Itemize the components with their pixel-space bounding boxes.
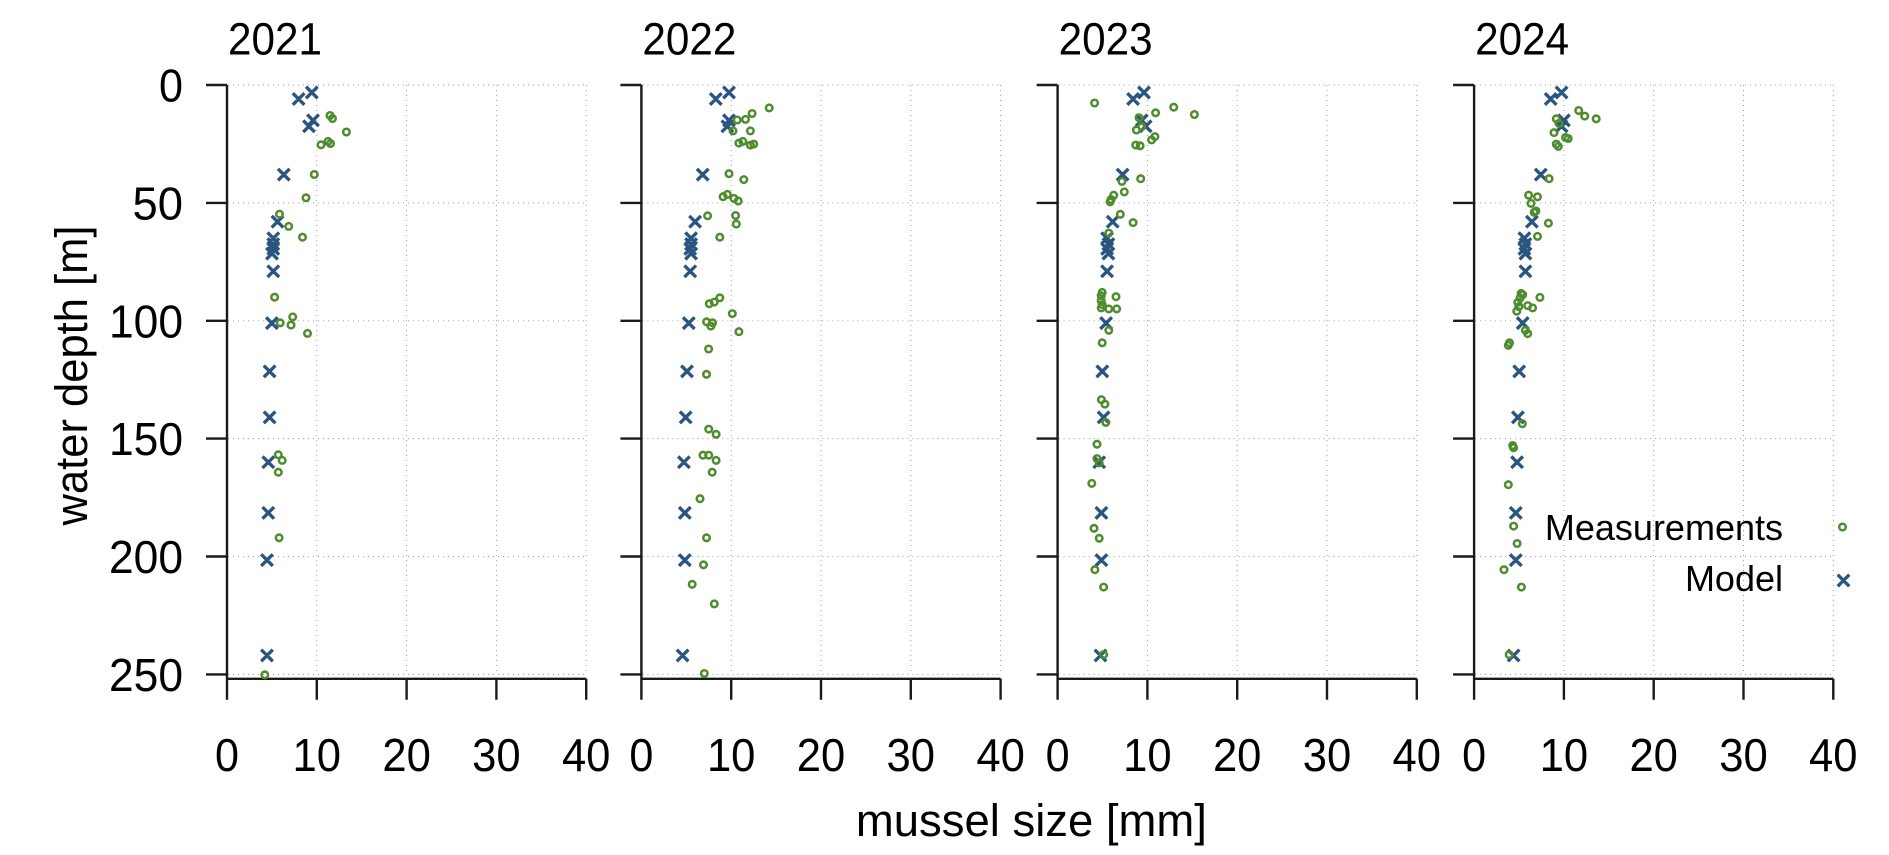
- svg-text:30: 30: [472, 729, 521, 781]
- svg-text:Model: Model: [1685, 558, 1783, 599]
- svg-text:20: 20: [1629, 729, 1678, 781]
- svg-text:0: 0: [159, 60, 183, 112]
- svg-text:2022: 2022: [642, 14, 736, 65]
- svg-text:10: 10: [707, 729, 756, 781]
- svg-text:water depth [m]: water depth [m]: [46, 226, 97, 527]
- svg-text:0: 0: [215, 729, 239, 781]
- svg-text:40: 40: [976, 729, 1025, 781]
- svg-text:30: 30: [1303, 729, 1352, 781]
- svg-text:30: 30: [887, 729, 936, 781]
- svg-text:20: 20: [797, 729, 846, 781]
- svg-text:40: 40: [562, 729, 611, 781]
- svg-text:200: 200: [109, 531, 183, 583]
- svg-text:Measurements: Measurements: [1545, 507, 1783, 548]
- svg-text:150: 150: [109, 413, 183, 465]
- svg-text:2021: 2021: [228, 14, 322, 65]
- svg-text:20: 20: [382, 729, 431, 781]
- svg-text:mussel size [mm]: mussel size [mm]: [856, 795, 1207, 846]
- svg-text:30: 30: [1719, 729, 1768, 781]
- svg-text:0: 0: [1046, 729, 1070, 781]
- svg-text:250: 250: [109, 649, 183, 701]
- svg-text:100: 100: [109, 295, 183, 347]
- svg-text:2024: 2024: [1475, 14, 1569, 65]
- svg-text:0: 0: [629, 729, 653, 781]
- svg-text:40: 40: [1809, 729, 1858, 781]
- svg-text:2023: 2023: [1059, 14, 1153, 65]
- svg-text:50: 50: [133, 177, 184, 229]
- svg-text:10: 10: [1123, 729, 1172, 781]
- svg-text:0: 0: [1462, 729, 1486, 781]
- svg-text:40: 40: [1393, 729, 1442, 781]
- svg-text:10: 10: [293, 729, 342, 781]
- svg-text:20: 20: [1213, 729, 1262, 781]
- svg-text:10: 10: [1540, 729, 1589, 781]
